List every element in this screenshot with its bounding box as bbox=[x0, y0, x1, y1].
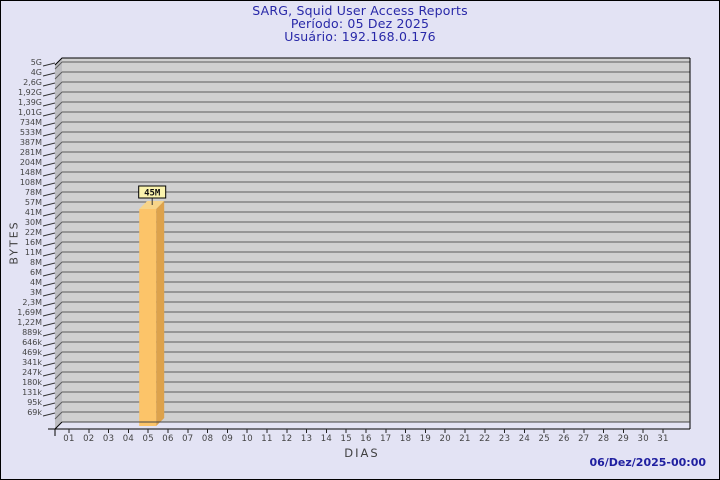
bar-value-labels: 45M bbox=[138, 185, 167, 205]
x-tick-label: 07 bbox=[182, 434, 193, 444]
y-tick-label: 1,22M bbox=[17, 318, 42, 327]
x-tick-label: 03 bbox=[103, 434, 114, 444]
y-tick-label: 2,6G bbox=[23, 78, 42, 87]
bar-day-05 bbox=[139, 201, 165, 426]
x-tick-label: 13 bbox=[301, 434, 312, 444]
y-tick-label: 734M bbox=[20, 118, 42, 127]
x-tick-label: 08 bbox=[202, 434, 213, 444]
x-tick-label: 20 bbox=[439, 434, 450, 444]
y-tick-label: 148M bbox=[20, 168, 42, 177]
y-tick-label: 131k bbox=[22, 388, 42, 397]
x-tick-label: 22 bbox=[479, 434, 490, 444]
bars bbox=[139, 201, 165, 426]
y-tick-label: 69k bbox=[27, 408, 42, 417]
y-tick-label: 41M bbox=[25, 208, 42, 217]
y-tick-label: 469k bbox=[22, 348, 42, 357]
y-tick-label: 6M bbox=[30, 268, 42, 277]
x-tick-label: 12 bbox=[281, 434, 292, 444]
x-tick-label: 25 bbox=[538, 434, 549, 444]
x-tick-label: 30 bbox=[637, 434, 648, 444]
y-axis-labels: 5G4G2,6G1,92G1,39G1,01G734M533M387M281M2… bbox=[17, 58, 42, 417]
left-wall bbox=[54, 58, 63, 429]
y-tick-label: 387M bbox=[20, 138, 42, 147]
x-axis-labels: 01 02 03 04 05 06 07 08 09 10 11 12 13 14 15 16 17 18 19 20… bbox=[63, 429, 668, 444]
x-tick-label: 09 bbox=[222, 434, 233, 444]
x-tick-label: 21 bbox=[459, 434, 470, 444]
chart-titles: SARG, Squid User Access Reports Período:… bbox=[0, 4, 720, 43]
x-tick-label: 11 bbox=[261, 434, 272, 444]
y-tick-label: 95k bbox=[27, 398, 42, 407]
x-tick-label: 23 bbox=[499, 434, 510, 444]
y-tick-label: 1,69M bbox=[17, 308, 42, 317]
chart-title: SARG, Squid User Access Reports bbox=[252, 3, 468, 18]
y-axis-ticks bbox=[42, 62, 56, 417]
svg-text:45M: 45M bbox=[144, 189, 161, 199]
y-tick-label: 2,3M bbox=[22, 298, 42, 307]
y-tick-label: 247k bbox=[22, 368, 42, 377]
y-tick-label: 30M bbox=[25, 218, 42, 227]
x-tick-label: 16 bbox=[360, 434, 371, 444]
x-tick-label: 14 bbox=[321, 434, 332, 444]
y-tick-label: 341k bbox=[22, 358, 42, 367]
y-tick-label: 204M bbox=[20, 158, 42, 167]
y-tick-label: 1,92G bbox=[18, 88, 42, 97]
x-tick-label: 06 bbox=[162, 434, 173, 444]
y-tick-label: 8M bbox=[30, 258, 42, 267]
x-tick-label: 18 bbox=[400, 434, 411, 444]
x-tick-label: 24 bbox=[519, 434, 530, 444]
y-tick-label: 646k bbox=[22, 338, 42, 347]
y-tick-label: 3M bbox=[30, 288, 42, 297]
x-tick-label: 10 bbox=[241, 434, 252, 444]
y-tick-label: 11M bbox=[25, 248, 42, 257]
y-tick-label: 4M bbox=[30, 278, 42, 287]
y-tick-label: 180k bbox=[22, 378, 42, 387]
x-tick-label: 19 bbox=[420, 434, 431, 444]
x-tick-label: 04 bbox=[123, 434, 134, 444]
y-tick-label: 5G bbox=[31, 58, 42, 67]
y-tick-label: 22M bbox=[25, 228, 42, 237]
y-tick-label: 889k bbox=[22, 328, 42, 337]
bar-value-label: 45M bbox=[138, 185, 167, 205]
x-axis-title: DIAS bbox=[344, 446, 380, 460]
x-tick-label: 05 bbox=[142, 434, 153, 444]
y-tick-label: 281M bbox=[20, 148, 42, 157]
y-tick-label: 1,39G bbox=[18, 98, 42, 107]
x-tick-label: 15 bbox=[340, 434, 351, 444]
axes bbox=[48, 57, 691, 436]
x-tick-label: 01 bbox=[63, 434, 74, 444]
plot-back-wall bbox=[62, 58, 690, 422]
y-tick-label: 533M bbox=[20, 128, 42, 137]
y-tick-label: 108M bbox=[20, 178, 42, 187]
x-tick-label: 29 bbox=[618, 434, 629, 444]
chart-subtitle-period: Período: 05 Dez 2025 bbox=[290, 16, 430, 31]
x-tick-label: 31 bbox=[657, 434, 668, 444]
x-tick-label: 26 bbox=[558, 434, 569, 444]
gridlines bbox=[62, 61, 690, 413]
y-tick-label: 57M bbox=[25, 198, 42, 207]
y-axis-title: BYTES bbox=[7, 220, 21, 265]
y-tick-label: 78M bbox=[25, 188, 42, 197]
y-tick-label: 1,01G bbox=[18, 108, 42, 117]
x-tick-label: 28 bbox=[598, 434, 609, 444]
x-tick-label: 27 bbox=[578, 434, 589, 444]
x-tick-label: 17 bbox=[380, 434, 391, 444]
x-tick-label: 02 bbox=[83, 434, 94, 444]
y-tick-label: 16M bbox=[25, 238, 42, 247]
report-timestamp: 06/Dez/2025-00:00 bbox=[589, 456, 706, 469]
chart-subtitle-user: Usuário: 192.168.0.176 bbox=[284, 29, 436, 44]
y-tick-label: 4G bbox=[31, 68, 42, 77]
